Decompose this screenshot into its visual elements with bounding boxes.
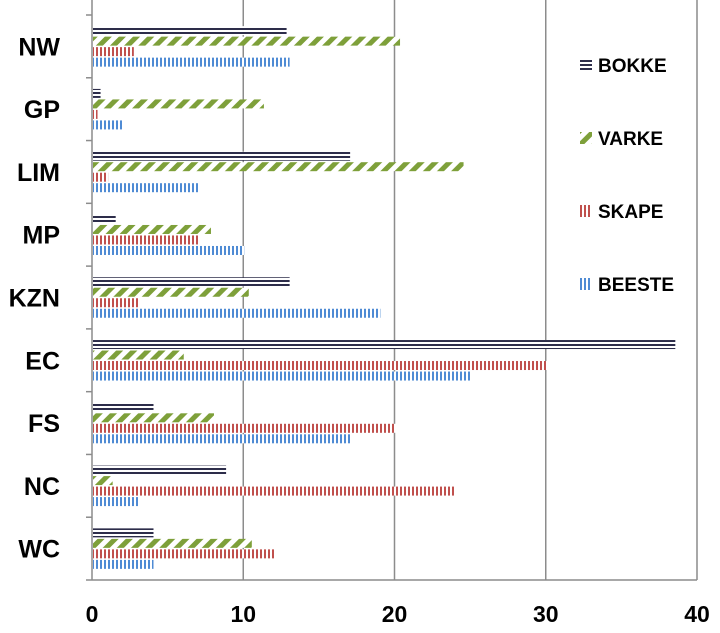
y-category-label: LIM xyxy=(17,159,60,187)
x-tick-label: 40 xyxy=(684,601,710,627)
y-category-label: FS xyxy=(28,410,60,438)
x-tick-label: 20 xyxy=(382,601,408,627)
legend: BOKKE VARKE SKAPE BEESTE xyxy=(580,56,674,296)
bar-varke-wc xyxy=(93,538,252,548)
bar-skape-ec xyxy=(93,361,547,371)
bar-varke-mp xyxy=(93,224,211,234)
bar-beeste-ec xyxy=(93,371,472,381)
y-category-label: WC xyxy=(18,536,60,564)
legend-label-varke: VARKE xyxy=(598,129,663,150)
bar-skape-gp xyxy=(93,109,98,119)
bar-varke-nc xyxy=(93,476,113,486)
bar-skape-mp xyxy=(93,235,199,245)
legend-swatch-skape xyxy=(580,205,592,217)
bar-varke-nw xyxy=(93,36,401,46)
bar-bokke-lim xyxy=(93,151,351,161)
bar-skape-nw xyxy=(93,47,134,57)
y-category-label: NC xyxy=(24,473,60,501)
bar-beeste-lim xyxy=(93,183,199,193)
legend-label-bokke: BOKKE xyxy=(598,56,667,77)
bar-skape-nc xyxy=(93,486,456,496)
legend-swatch-bokke xyxy=(580,59,592,71)
x-tick-label: 0 xyxy=(86,601,99,627)
bar-bokke-gp xyxy=(93,88,101,98)
bar-varke-kzn xyxy=(93,287,249,297)
legend-label-skape: SKAPE xyxy=(598,202,663,223)
bar-varke-ec xyxy=(93,350,184,360)
bar-beeste-nw xyxy=(93,57,290,67)
bar-beeste-wc xyxy=(93,559,154,569)
y-category-label: GP xyxy=(24,96,60,124)
bar-beeste-gp xyxy=(93,120,124,130)
bar-skape-lim xyxy=(93,172,109,182)
bar-bokke-nc xyxy=(93,465,227,475)
y-category-label: MP xyxy=(23,222,61,250)
bars xyxy=(93,26,676,569)
bar-skape-wc xyxy=(93,549,275,559)
bar-beeste-kzn xyxy=(93,308,381,318)
bar-skape-kzn xyxy=(93,298,139,308)
bar-bokke-ec xyxy=(93,340,676,350)
y-category-label: KZN xyxy=(9,285,60,313)
legend-swatch-varke xyxy=(580,132,592,144)
bar-bokke-fs xyxy=(93,402,154,412)
legend-label-beeste: BEESTE xyxy=(598,275,674,296)
y-category-label: EC xyxy=(25,347,60,375)
bar-bokke-mp xyxy=(93,214,116,224)
x-tick-label: 10 xyxy=(230,601,256,627)
bar-varke-fs xyxy=(93,413,214,423)
bar-beeste-mp xyxy=(93,245,245,255)
bar-varke-lim xyxy=(93,162,464,172)
bar-bokke-nw xyxy=(93,26,287,36)
axes: 0 10 20 30 40 NW GP LIM MP KZN EC FS NC WC xyxy=(9,0,710,627)
bar-bokke-kzn xyxy=(93,277,290,287)
bar-beeste-fs xyxy=(93,434,351,444)
bar-skape-fs xyxy=(93,423,396,433)
bar-beeste-nc xyxy=(93,497,139,507)
bar-varke-gp xyxy=(93,99,264,109)
legend-swatch-beeste xyxy=(580,278,592,290)
bar-bokke-wc xyxy=(93,528,154,538)
y-category-label: NW xyxy=(18,33,60,61)
x-tick-label: 30 xyxy=(533,601,559,627)
